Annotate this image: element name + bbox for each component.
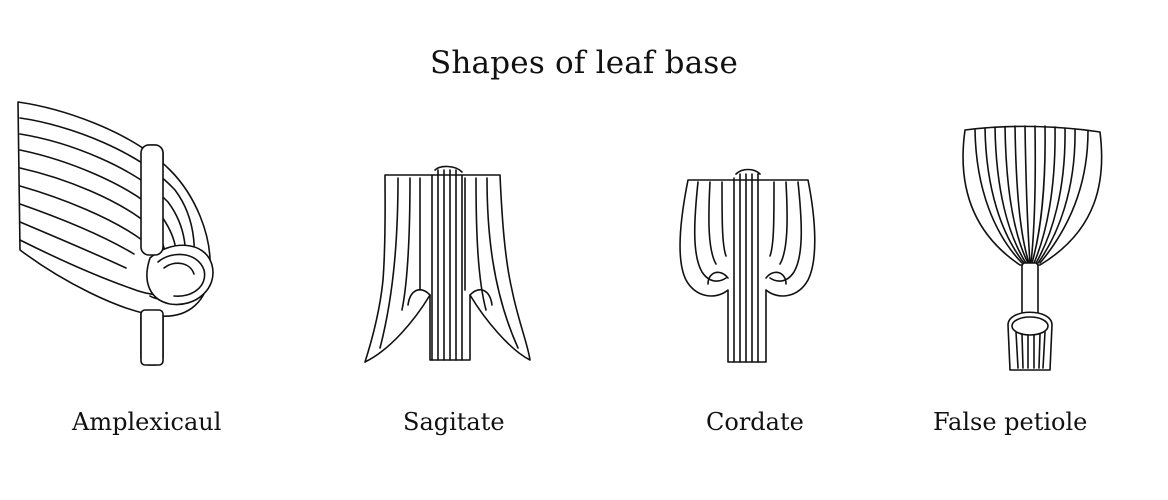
figure-label-sagitate: Sagitate — [403, 408, 505, 436]
figure-label-amplexicaul: Amplexicaul — [72, 408, 222, 436]
false-petiole-leaf-base-icon — [962, 125, 1103, 371]
figure-label-false-petiole: False petiole — [933, 408, 1088, 436]
sagitate-leaf-base-icon — [364, 165, 531, 363]
figure-label-cordate: Cordate — [706, 408, 804, 436]
diagram-title: Shapes of leaf base — [429, 45, 739, 81]
amplexicaul-leaf-base-icon — [17, 101, 214, 366]
cordate-leaf-base-icon — [679, 168, 816, 363]
